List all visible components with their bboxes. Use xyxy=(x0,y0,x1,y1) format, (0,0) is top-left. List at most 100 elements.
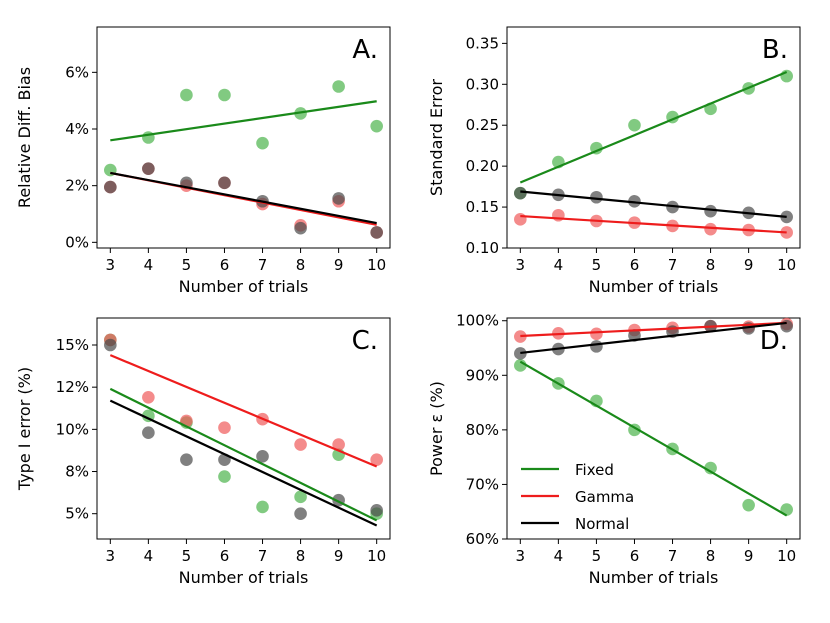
point-gamma xyxy=(218,421,231,434)
x-tick-label: 8 xyxy=(296,547,306,565)
x-tick-label: 5 xyxy=(182,256,192,274)
x-tick-label: 3 xyxy=(106,256,116,274)
panel-letter: A. xyxy=(352,35,378,65)
y-axis-label: Type I error (%) xyxy=(15,367,34,491)
x-tick-label: 9 xyxy=(334,547,344,565)
fit-line-gamma xyxy=(520,214,787,234)
x-tick-label: 9 xyxy=(744,256,754,274)
x-tick-label: 6 xyxy=(220,547,230,565)
x-tick-label: 9 xyxy=(744,547,754,565)
point-fixed xyxy=(370,119,383,133)
x-tick-label: 7 xyxy=(258,256,268,274)
x-tick-label: 8 xyxy=(706,256,716,274)
x-tick-label: 5 xyxy=(592,547,602,565)
fit-line-normal xyxy=(520,190,787,218)
panel-b: 3 4 5 6 7 8 9 10 0.10 0.15 0.20 0.25 0.30 0.35 Number … xyxy=(427,26,801,296)
y-tick-label: 2% xyxy=(65,177,89,195)
axes-frame xyxy=(96,26,391,249)
x-tick-label: 9 xyxy=(334,256,344,274)
point-normal xyxy=(780,319,793,333)
point-fixed xyxy=(294,490,307,504)
x-tick-label: 5 xyxy=(592,256,602,274)
x-tick-label: 8 xyxy=(296,256,306,274)
point-normal xyxy=(104,180,117,194)
y-tick-label: 8% xyxy=(65,463,89,481)
y-tick-label: 15% xyxy=(56,336,89,354)
fit-line-fixed xyxy=(109,387,378,522)
point-normal xyxy=(256,450,269,463)
y-tick-label: 80% xyxy=(466,421,499,439)
x-tick-label: 8 xyxy=(706,547,716,565)
fit-line-fixed xyxy=(519,71,788,184)
x-tick-label: 7 xyxy=(668,256,678,274)
y-tick-label: 0.25 xyxy=(466,116,499,134)
x-tick-label: 4 xyxy=(144,547,154,565)
y-axis-label: Standard Error xyxy=(427,79,446,196)
x-tick-label: 6 xyxy=(630,256,640,274)
point-fixed xyxy=(742,498,755,512)
x-tick-label: 3 xyxy=(106,547,116,565)
y-axis-label: Power ε (%) xyxy=(427,381,446,476)
fit-line-fixed xyxy=(519,360,788,517)
y-tick-label: 100% xyxy=(456,312,499,330)
point-fixed xyxy=(218,470,231,483)
x-tick-label: 10 xyxy=(777,547,796,565)
point-normal xyxy=(142,426,155,440)
fit-line-normal xyxy=(520,321,787,355)
legend-label-gamma: Gamma xyxy=(575,488,634,506)
point-fixed xyxy=(514,359,527,372)
panel-a: 3 4 5 6 7 8 9 10 0% 2% 4% 6% Number of trials Relativ… xyxy=(15,26,391,296)
point-normal xyxy=(514,347,527,360)
axes-frame xyxy=(506,317,801,540)
point-gamma xyxy=(514,330,527,343)
point-gamma xyxy=(590,327,603,341)
y-tick-label: 70% xyxy=(466,475,499,493)
point-normal xyxy=(142,162,155,175)
point-normal xyxy=(332,192,345,205)
panel-letter: B. xyxy=(762,35,788,65)
x-tick-label: 4 xyxy=(144,256,154,274)
legend: Fixed Gamma Normal xyxy=(521,461,634,533)
point-normal xyxy=(370,226,383,239)
point-gamma xyxy=(294,438,307,451)
x-tick-label: 4 xyxy=(554,256,564,274)
y-tick-label: 12% xyxy=(56,378,89,396)
point-fixed xyxy=(256,500,269,514)
y-tick-label: 0.10 xyxy=(466,239,499,257)
fit-line-fixed xyxy=(110,100,377,142)
axes-frame xyxy=(96,317,391,540)
x-tick-label: 6 xyxy=(220,256,230,274)
point-normal xyxy=(514,186,527,200)
y-tick-label: 0.15 xyxy=(466,198,499,216)
y-tick-label: 0.20 xyxy=(466,157,499,175)
panel-d: 3 4 5 6 7 8 9 10 60% 70% 80% 90% 100% Number of trial… xyxy=(427,312,801,587)
panel-letter: C. xyxy=(352,326,378,356)
point-fixed xyxy=(704,461,717,475)
x-tick-label: 6 xyxy=(630,547,640,565)
point-gamma xyxy=(142,390,155,404)
x-axis-label: Number of trials xyxy=(179,277,309,296)
point-gamma xyxy=(370,453,383,467)
y-tick-label: 0.30 xyxy=(466,75,499,93)
y-tick-label: 0% xyxy=(65,233,89,251)
x-tick-label: 3 xyxy=(516,547,526,565)
point-fixed xyxy=(628,118,641,132)
y-tick-label: 4% xyxy=(65,120,89,138)
fit-line-gamma xyxy=(520,321,787,338)
fit-line-normal xyxy=(109,399,378,527)
point-normal xyxy=(704,204,717,218)
x-tick-label: 10 xyxy=(367,547,386,565)
fit-line-normal xyxy=(110,171,377,225)
x-axis-label: Number of trials xyxy=(179,568,309,587)
point-gamma xyxy=(332,438,345,451)
point-normal xyxy=(294,507,307,520)
point-normal xyxy=(218,176,231,190)
point-gamma xyxy=(704,222,717,236)
y-tick-label: 60% xyxy=(466,530,499,548)
fit-line-gamma xyxy=(109,354,378,468)
point-normal xyxy=(370,504,383,517)
point-normal xyxy=(294,221,307,235)
y-tick-label: 6% xyxy=(65,63,89,81)
legend-label-normal: Normal xyxy=(575,515,629,533)
